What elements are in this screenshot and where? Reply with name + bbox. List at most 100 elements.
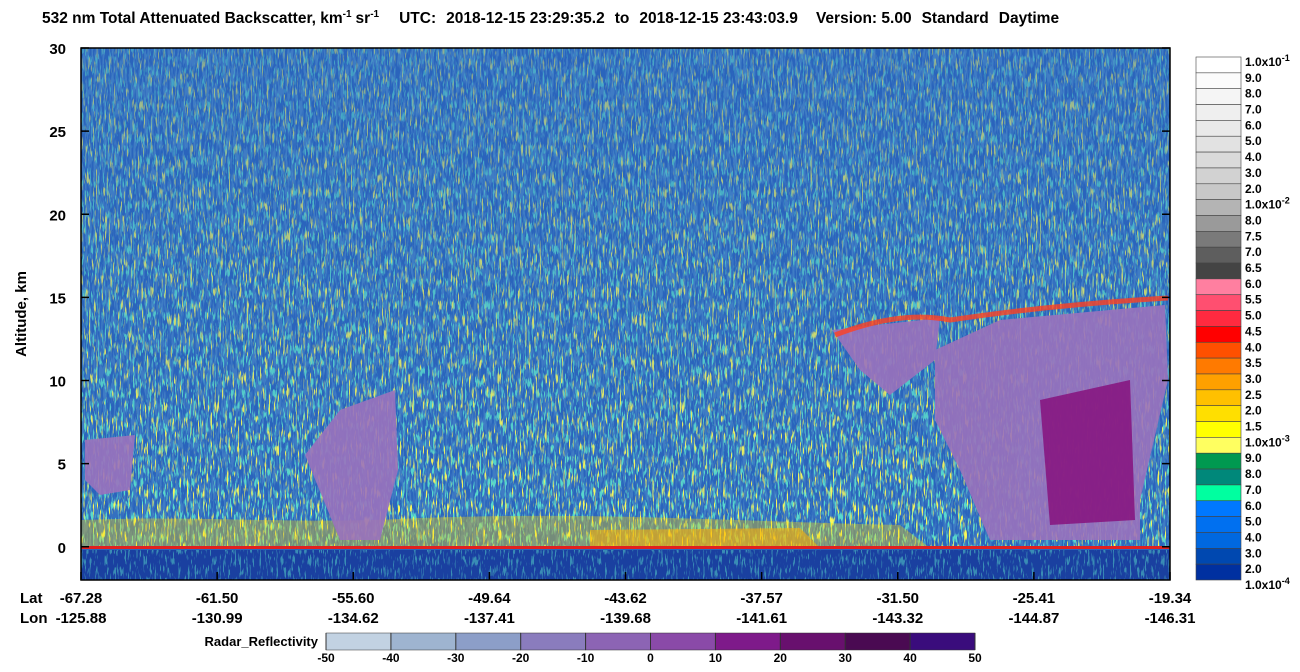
colorbar-label-base: 1.0x10: [1245, 435, 1282, 449]
colorbar-label: 1.0x10-2: [1245, 196, 1290, 212]
radar-tick-label: -50: [317, 651, 335, 665]
radar-label: Radar_Reflectivity: [205, 634, 319, 649]
colorbar-label: 6.5: [1245, 261, 1262, 275]
colorbar-label: 5.0: [1245, 309, 1262, 323]
colorbar-swatch: [1195, 88, 1242, 105]
colorbar-label: 6.0: [1245, 118, 1262, 132]
colorbar-swatch: [1195, 135, 1242, 153]
colorbar-swatch: [1195, 56, 1242, 74]
title-sup: -1: [343, 9, 352, 20]
colorbar-swatch: [1195, 484, 1242, 502]
y-tick-label: 30: [49, 41, 66, 58]
colorbar-label: 2.5: [1245, 388, 1262, 402]
lon-tick-label: -130.99: [192, 610, 243, 627]
colorbar-swatch: [1195, 310, 1242, 327]
radar-tick-label: -20: [512, 651, 530, 665]
colorbar-label: 1.5: [1245, 420, 1262, 434]
lat-tick-label: -43.62: [604, 590, 647, 607]
radar-swatch: [844, 632, 911, 651]
colorbar-label: 7.0: [1245, 245, 1262, 259]
chart-title: 532 nm Total Attenuated Backscatter, km-…: [42, 9, 1059, 27]
radar-tick-label: -30: [447, 651, 465, 665]
colorbar-label: 3.0: [1245, 166, 1262, 180]
colorbar-label-sup: -4: [1282, 576, 1290, 586]
radar-swatch: [390, 632, 457, 651]
radar-swatch: [585, 632, 651, 651]
title-product: Standard: [922, 10, 989, 27]
colorbar-swatch: [1195, 167, 1242, 185]
colorbar-swatch: [1195, 452, 1242, 470]
colorbar-swatch: [1195, 421, 1242, 438]
y-tick-label: 15: [49, 290, 66, 307]
colorbar-swatch: [1195, 72, 1242, 89]
lon-label: Lon: [20, 610, 48, 627]
lon-tick-label: -143.32: [872, 610, 923, 627]
colorbar-swatch: [1195, 294, 1242, 311]
colorbar-label: 7.5: [1245, 229, 1262, 243]
colorbar-label: 2.0: [1245, 404, 1262, 418]
lat-tick-label: -31.50: [876, 590, 919, 607]
colorbar-swatch: [1195, 532, 1242, 549]
title-unit: sr: [356, 10, 371, 27]
lon-tick-label: -134.62: [328, 610, 379, 627]
radar-swatch: [780, 632, 846, 651]
y-tick-label: 20: [49, 207, 66, 224]
colorbar-label-base: 1.0x10: [1245, 578, 1282, 592]
curtain-image: [81, 48, 1170, 580]
colorbar-swatch: [1195, 326, 1242, 343]
colorbar-swatch: [1195, 246, 1242, 264]
colorbar-swatch: [1195, 341, 1242, 359]
radar-tick-label: 0: [647, 651, 654, 665]
lon-tick-label: -144.87: [1008, 610, 1059, 627]
title-version: Version: 5.00: [816, 10, 912, 27]
lon-tick-label: -137.41: [464, 610, 515, 627]
radar-swatch: [650, 632, 716, 651]
y-tick-label: 10: [49, 374, 66, 391]
lat-tick-label: -67.28: [60, 590, 103, 607]
colorbar-swatch: [1195, 357, 1242, 375]
colorbar-label: 4.0: [1245, 340, 1262, 354]
lat-tick-label: -55.60: [332, 590, 375, 607]
y-tick-label: 5: [58, 457, 66, 474]
colorbar-label: 9.0: [1245, 71, 1262, 85]
y-tick-label: 0: [58, 540, 66, 557]
colorbar-swatch: [1195, 215, 1242, 232]
colorbar-swatch: [1195, 183, 1242, 200]
colorbar-label: 7.0: [1245, 483, 1262, 497]
colorbar-label-sup: -3: [1282, 433, 1290, 443]
lat-tick-label: -37.57: [740, 590, 783, 607]
colorbar-label: 4.0: [1245, 530, 1262, 544]
title-to: to: [615, 10, 630, 27]
colorbar-label: 2.0: [1245, 182, 1262, 196]
colorbar-swatch: [1195, 468, 1242, 486]
title-daytime: Daytime: [999, 10, 1060, 27]
colorbar-label: 2.0: [1245, 562, 1262, 576]
title-main: 532 nm Total Attenuated Backscatter, km: [42, 10, 343, 27]
colorbar-swatch: [1195, 516, 1242, 533]
radar-swatch: [455, 632, 521, 651]
title-sup: -1: [370, 9, 379, 20]
colorbar-label: 5.0: [1245, 134, 1262, 148]
lon-tick-label: -146.31: [1145, 610, 1196, 627]
colorbar-label: 6.0: [1245, 277, 1262, 291]
lat-label: Lat: [20, 590, 43, 607]
radar-tick-label: 20: [774, 651, 788, 665]
colorbar-label-sup: -1: [1282, 53, 1290, 63]
colorbar-label: 4.0: [1245, 150, 1262, 164]
colorbar-label: 4.5: [1245, 324, 1262, 338]
colorbar-label: 9.0: [1245, 451, 1262, 465]
radar-tick-label: -10: [577, 651, 595, 665]
colorbar-swatch: [1195, 199, 1242, 216]
lon-tick-label: -141.61: [736, 610, 787, 627]
colorbar-swatch: [1195, 563, 1242, 581]
colorbar-swatch: [1195, 389, 1242, 406]
radar-swatch: [520, 632, 586, 651]
radar-tick-label: 10: [709, 651, 723, 665]
radar-swatch: [715, 632, 781, 651]
radar-tick-label: 40: [903, 651, 917, 665]
colorbar-label: 8.0: [1245, 467, 1262, 481]
radar-tick-label: -40: [382, 651, 400, 665]
colorbar-swatch: [1195, 151, 1242, 169]
colorbar-label-sup: -2: [1282, 196, 1290, 206]
